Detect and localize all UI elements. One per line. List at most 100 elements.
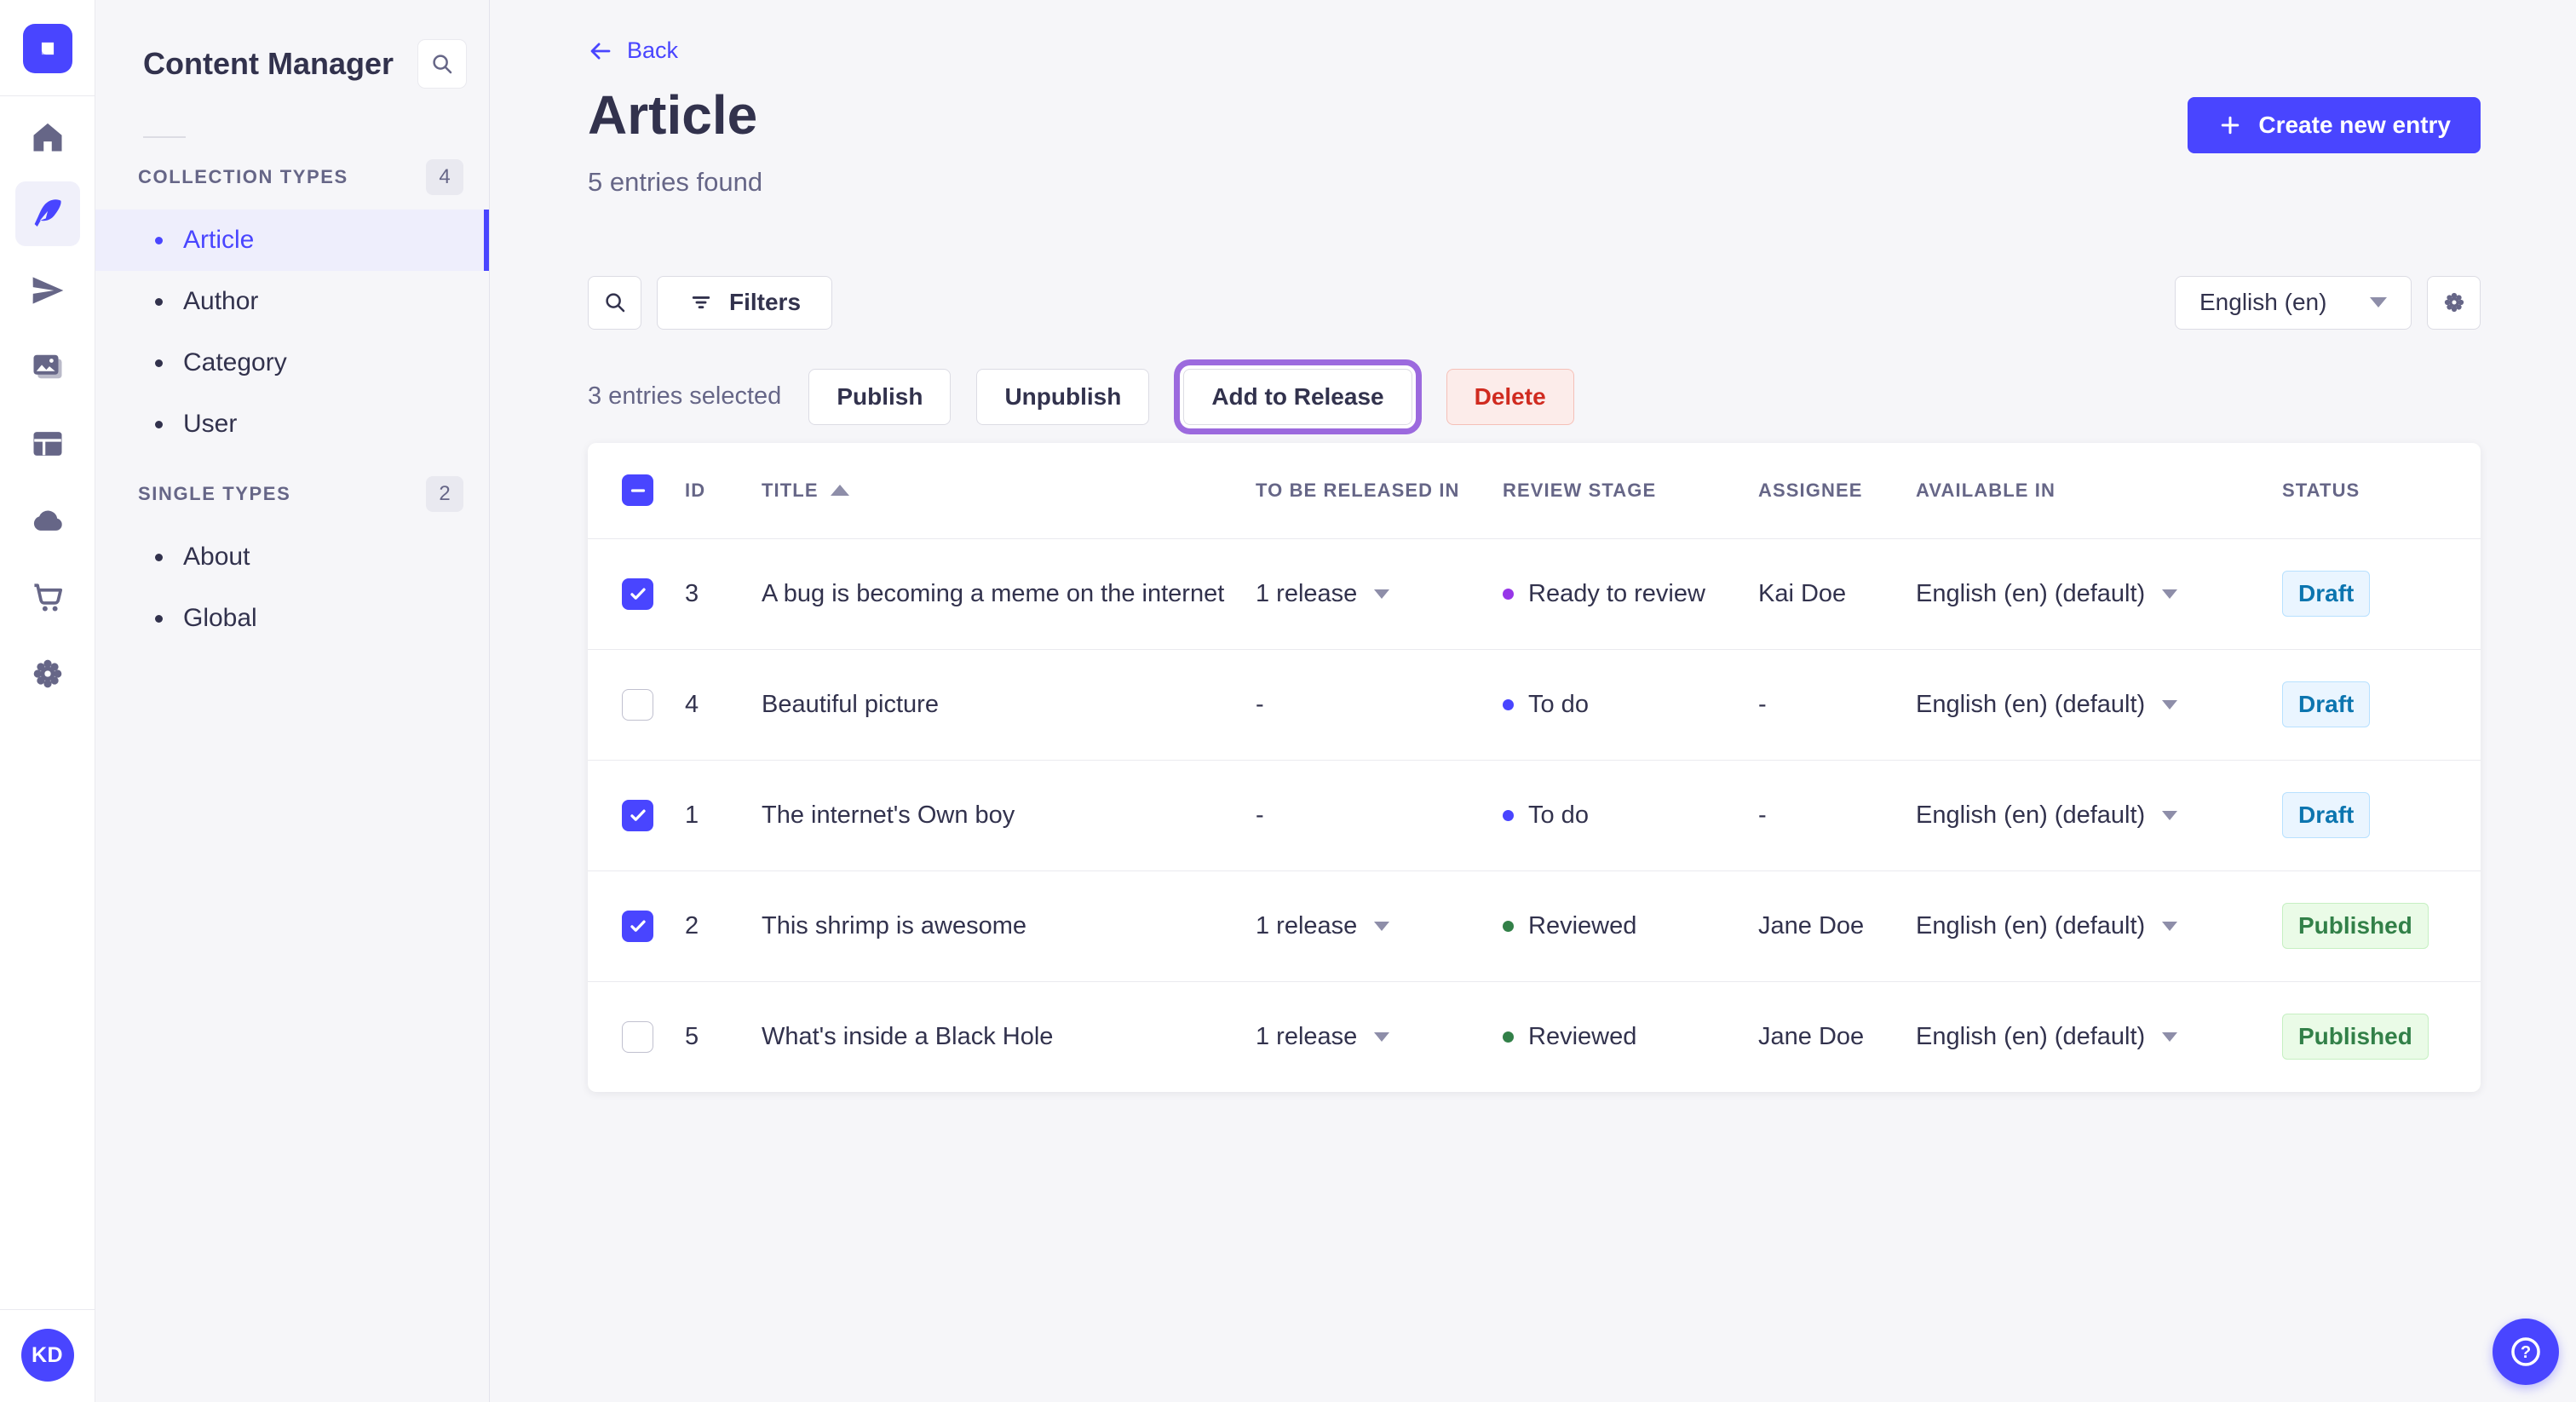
question-circle-icon: ?: [2511, 1337, 2540, 1366]
search-button[interactable]: [588, 275, 641, 330]
stage-label: To do: [1528, 690, 1589, 718]
back-link[interactable]: Back: [588, 37, 678, 64]
view-settings-button[interactable]: [2427, 275, 2481, 330]
cart-icon: [33, 583, 62, 612]
table-body: 3 A bug is becoming a meme on the intern…: [588, 537, 2481, 1092]
cell-assignee: Jane Doe: [1758, 1022, 1865, 1050]
cell-available-in[interactable]: English (en) (default): [1916, 802, 2282, 830]
add-to-release-button[interactable]: Add to Release: [1183, 368, 1412, 425]
nav-paper-plane-button[interactable]: [15, 258, 80, 323]
section-count-badge: 4: [426, 159, 463, 195]
cell-to-be-released-in[interactable]: 1 release: [1256, 580, 1503, 608]
publish-button[interactable]: Publish: [808, 368, 952, 425]
check-icon: [630, 809, 646, 821]
delete-button[interactable]: Delete: [1446, 368, 1574, 425]
column-header-release: TO BE RELEASED IN: [1256, 479, 1460, 501]
column-header-id: ID: [685, 479, 706, 501]
table-row[interactable]: 1 The internet's Own boy - To do - Engli…: [588, 759, 2481, 871]
strapi-logo[interactable]: [22, 24, 72, 73]
main-nav-header: [0, 0, 95, 96]
page-title: Article: [588, 83, 758, 146]
bullet-icon: [155, 236, 163, 244]
locale-select[interactable]: English (en): [2175, 275, 2412, 330]
bullet-icon: [155, 297, 163, 306]
stage-label: To do: [1528, 801, 1589, 829]
table-row[interactable]: 3 A bug is becoming a meme on the intern…: [588, 537, 2481, 649]
back-label: Back: [627, 37, 679, 63]
sidebar-item-about[interactable]: About: [95, 526, 489, 588]
column-header-title[interactable]: TITLE: [762, 480, 1256, 502]
create-new-entry-button[interactable]: Create new entry: [2188, 96, 2481, 153]
chevron-down-icon: [1374, 1031, 1390, 1042]
nav-cart-button[interactable]: [15, 565, 80, 629]
table-row[interactable]: 5 What's inside a Black Hole 1 release R…: [588, 980, 2481, 1092]
row-checkbox[interactable]: [622, 1020, 653, 1053]
cell-id: 4: [685, 690, 699, 718]
cell-available-in[interactable]: English (en) (default): [1916, 912, 2282, 940]
main-nav-rail: KD: [0, 0, 95, 1402]
sidebar-item-user[interactable]: User: [95, 394, 489, 455]
chevron-down-icon: [2162, 589, 2178, 599]
nav-home-button[interactable]: [15, 105, 80, 170]
table-row[interactable]: 2 This shrimp is awesome 1 release Revie…: [588, 870, 2481, 981]
cell-available-in[interactable]: English (en) (default): [1916, 580, 2282, 608]
user-avatar[interactable]: KD: [20, 1329, 74, 1382]
nav-images-button[interactable]: [15, 335, 80, 399]
table-row[interactable]: 4 Beautiful picture - To do - English (e…: [588, 648, 2481, 760]
status-badge: Published: [2282, 903, 2429, 949]
subnav-search-button[interactable]: [417, 39, 467, 89]
sidebar-item-category[interactable]: Category: [95, 332, 489, 394]
chevron-down-icon: [1374, 589, 1390, 599]
nav-cloud-button[interactable]: [15, 488, 80, 553]
select-all-checkbox[interactable]: [622, 474, 653, 506]
column-header-assignee: ASSIGNEE: [1758, 479, 1863, 501]
cell-review-stage: Reviewed: [1503, 912, 1758, 940]
cell-review-stage: Reviewed: [1503, 1023, 1758, 1051]
cell-to-be-released-in[interactable]: 1 release: [1256, 1023, 1503, 1051]
cell-assignee: Jane Doe: [1758, 911, 1865, 939]
chevron-down-icon: [2162, 1031, 2178, 1042]
cell-to-be-released-in[interactable]: 1 release: [1256, 912, 1503, 940]
row-checkbox[interactable]: [622, 910, 653, 942]
cell-title: What's inside a Black Hole: [762, 1022, 1054, 1050]
nav-gear-button[interactable]: [15, 641, 80, 706]
sidebar-item-article[interactable]: Article: [95, 210, 489, 271]
create-new-entry-label: Create new entry: [2258, 111, 2451, 138]
unpublish-button[interactable]: Unpublish: [976, 368, 1150, 425]
paper-plane-icon: [32, 277, 63, 304]
main-nav-items: [14, 98, 80, 706]
cell-review-stage: To do: [1503, 802, 1758, 830]
nav-layout-button[interactable]: [15, 411, 80, 476]
cell-available-in[interactable]: English (en) (default): [1916, 691, 2282, 719]
cell-status: Draft: [2282, 681, 2464, 727]
cell-to-be-released-in: -: [1256, 691, 1503, 719]
section-label: COLLECTION TYPES: [138, 166, 348, 187]
sidebar-item-global[interactable]: Global: [95, 588, 489, 649]
table-header-row: ID TITLE TO BE RELEASED IN REVIEW STAGE …: [588, 443, 2481, 538]
row-checkbox[interactable]: [622, 799, 653, 831]
cell-id: 2: [685, 911, 699, 939]
subnav-title: Content Manager: [143, 46, 394, 81]
release-value: 1 release: [1256, 911, 1358, 939]
row-checkbox[interactable]: [622, 688, 653, 721]
bullet-icon: [155, 553, 163, 561]
bullet-icon: [155, 420, 163, 428]
selection-count: 3 entries selected: [588, 382, 782, 410]
cell-title: Beautiful picture: [762, 690, 939, 718]
row-checkbox[interactable]: [622, 577, 653, 610]
nav-feather-button[interactable]: [14, 181, 80, 246]
available-in-value: English (en) (default): [1916, 579, 2146, 607]
available-in-value: English (en) (default): [1916, 911, 2146, 939]
status-badge: Draft: [2282, 571, 2371, 617]
cell-review-stage: Ready to review: [1503, 580, 1758, 608]
stage-dot-icon: [1503, 920, 1514, 932]
subnav-sections: COLLECTION TYPES 4 Article Author Catego…: [95, 158, 489, 649]
sidebar-item-author[interactable]: Author: [95, 271, 489, 332]
subnav-section-header: COLLECTION TYPES 4: [95, 158, 489, 196]
section-count-badge: 2: [426, 476, 463, 512]
cell-available-in[interactable]: English (en) (default): [1916, 1023, 2282, 1051]
help-button[interactable]: ?: [2493, 1319, 2559, 1385]
filters-button[interactable]: Filters: [657, 275, 833, 330]
release-value: -: [1256, 690, 1264, 718]
feather-icon: [34, 199, 61, 227]
